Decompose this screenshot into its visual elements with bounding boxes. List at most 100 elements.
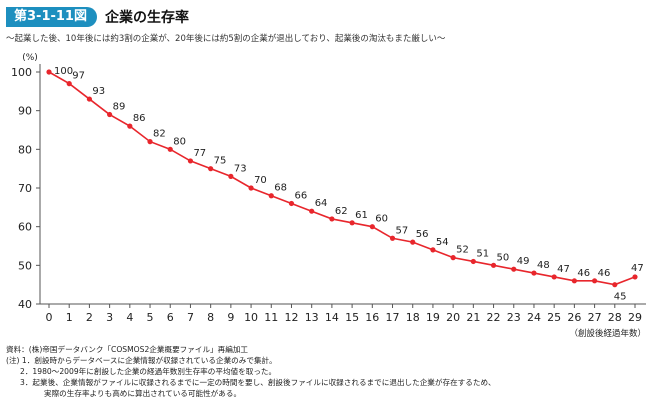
x-tick-label: 29: [628, 311, 642, 324]
data-label: 51: [476, 248, 489, 259]
x-tick-label: 25: [547, 311, 561, 324]
y-tick-label: 50: [18, 259, 32, 272]
data-point: [632, 274, 638, 280]
data-point: [268, 193, 274, 199]
y-tick-label: 60: [18, 221, 32, 234]
note-3-continued: 実際の生存率よりも高めに算出されている可能性がある。: [44, 389, 242, 398]
x-tick-label: 16: [365, 311, 379, 324]
data-point: [490, 262, 497, 268]
data-label: 93: [92, 86, 105, 97]
data-point: [167, 146, 173, 152]
data-point: [470, 258, 476, 265]
data-point: [551, 274, 557, 280]
x-tick-label: 14: [325, 311, 339, 324]
data-point: [309, 208, 315, 214]
x-tick-label: 18: [406, 311, 420, 324]
data-point: [410, 239, 416, 245]
data-point: [389, 235, 396, 241]
data-label: 47: [631, 263, 644, 274]
note-3: 3．起業後、企業情報がファイルに収録されるまでに一定の時間を要し、創設後ファイル…: [20, 378, 496, 387]
data-point: [450, 255, 456, 261]
x-tick-label: 21: [466, 311, 480, 324]
y-tick-label: 100: [11, 66, 32, 79]
data-label: 77: [193, 148, 206, 159]
x-tick-label: 23: [507, 311, 521, 324]
data-label: 48: [537, 260, 550, 271]
data-label: 57: [396, 225, 409, 236]
x-tick-label: 12: [284, 311, 298, 324]
data-point: [531, 270, 537, 276]
data-point: [107, 111, 113, 118]
data-point: [248, 185, 254, 191]
data-label: 56: [416, 229, 429, 240]
series-line: [48, 71, 636, 286]
x-tick-label: 24: [527, 311, 541, 324]
data-point: [66, 81, 72, 87]
y-tick-label: 40: [18, 298, 32, 311]
data-point: [430, 247, 436, 253]
data-point: [369, 224, 375, 230]
x-tick-label: 26: [567, 311, 581, 324]
data-point: [591, 278, 598, 284]
data-point: [127, 123, 133, 129]
data-point: [511, 266, 517, 272]
x-tick-label: 8: [207, 311, 214, 324]
figure-subtitle: ～起業した後、10年後には約3割の企業が、20年後には約5割の企業が退出しており…: [6, 34, 446, 44]
data-point: [349, 220, 355, 226]
x-tick-label: 27: [588, 311, 602, 324]
x-tick-label: 2: [86, 311, 93, 324]
y-unit-label: (%): [22, 53, 38, 63]
data-point: [329, 216, 335, 222]
x-tick-label: 17: [386, 311, 400, 324]
data-label: 66: [294, 190, 307, 201]
source-note: 資料：(株)帝国データバンク「COSMOS2企業概要ファイル」再編加工: [6, 345, 249, 354]
data-label: 97: [72, 71, 85, 82]
x-tick-label: 5: [147, 311, 154, 324]
data-point: [288, 200, 295, 207]
data-point: [228, 173, 234, 179]
plot-area: 100 97 93 89 86 82 80 77 75 73 70 68 66 64 62 61 60 57 56 5…: [46, 66, 644, 303]
data-label: 68: [274, 183, 287, 194]
data-point: [86, 96, 93, 102]
data-label: 61: [355, 210, 368, 221]
data-label: 52: [456, 245, 469, 256]
data-label: 64: [315, 198, 328, 209]
data-label: 46: [598, 268, 611, 279]
data-point: [46, 69, 52, 75]
data-label: 50: [497, 252, 510, 263]
x-tick-label: 9: [227, 311, 234, 324]
data-label: 46: [577, 268, 590, 279]
data-label: 100: [54, 66, 73, 77]
data-label: 47: [557, 264, 570, 275]
note-2: 2．1980～2009年に創設した企業の経過年数別生存率の平均値を取った。: [20, 367, 277, 376]
x-tick-label: 19: [426, 311, 440, 324]
x-tick-label: 4: [126, 311, 133, 324]
figure-number: 第3-1-11図: [6, 7, 97, 27]
data-label: 82: [153, 129, 166, 140]
x-tick-label: 22: [487, 311, 501, 324]
x-tick-label: 1: [66, 311, 73, 324]
x-tick-label: 6: [167, 311, 174, 324]
x-tick-label: 28: [608, 311, 622, 324]
x-tick-label: 15: [345, 311, 359, 324]
chart-notes: 資料：(株)帝国データバンク「COSMOS2企業概要ファイル」再編加工 (注) …: [6, 344, 496, 399]
data-label: 86: [133, 113, 146, 124]
data-label: 62: [335, 206, 348, 217]
data-point: [147, 139, 153, 145]
figure-title: 企業の生存率: [104, 10, 189, 26]
note-1: (注) 1．創設時からデータベースに企業情報が収録されている企業のみで集計。: [6, 356, 277, 365]
data-point: [571, 278, 577, 284]
data-point: [187, 158, 194, 164]
data-point: [612, 282, 618, 288]
x-tick-label: 20: [446, 311, 460, 324]
data-label: 73: [234, 163, 247, 174]
y-tick-label: 70: [18, 182, 32, 195]
data-label: 45: [614, 292, 627, 303]
x-tick-label: 13: [305, 311, 319, 324]
x-unit-label: （創設後経過年数）: [569, 328, 646, 339]
data-label: 54: [436, 237, 449, 248]
data-label: 60: [375, 214, 388, 225]
x-tick-label: 10: [244, 311, 258, 324]
